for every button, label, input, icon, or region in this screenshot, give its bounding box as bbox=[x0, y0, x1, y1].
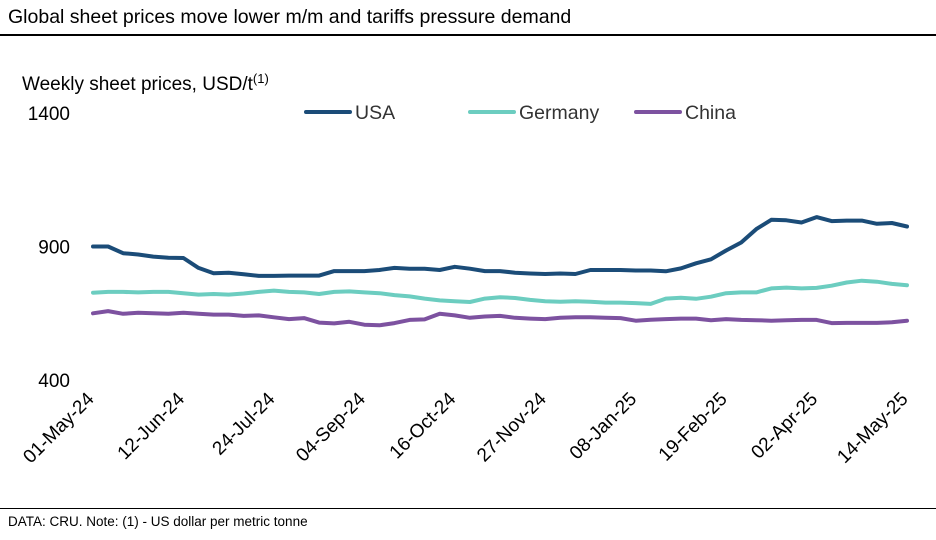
series-line-usa bbox=[91, 215, 909, 278]
series-lines bbox=[91, 215, 909, 328]
legend: USA Germany China bbox=[304, 102, 736, 124]
y-tick-label: 900 bbox=[38, 238, 70, 259]
y-tick-label: 400 bbox=[38, 371, 70, 392]
legend-label-germany: Germany bbox=[519, 102, 599, 124]
footer-divider bbox=[0, 508, 936, 509]
series-line-germany bbox=[91, 278, 909, 306]
series-line-china bbox=[91, 309, 909, 328]
y-axis: 400 900 1400 bbox=[28, 104, 70, 392]
y-axis-label: Weekly sheet prices, USD/t(1) bbox=[22, 71, 269, 95]
x-tick-label: 08-Jan-25 bbox=[566, 389, 641, 464]
x-tick-label: 02-Apr-25 bbox=[747, 389, 822, 464]
y-tick-label: 1400 bbox=[28, 104, 70, 125]
title-divider bbox=[0, 34, 936, 36]
chart-title: Global sheet prices move lower m/m and t… bbox=[8, 6, 572, 28]
legend-label-china: China bbox=[685, 102, 736, 124]
legend-label-usa: USA bbox=[355, 102, 395, 124]
x-tick-label: 19-Feb-25 bbox=[655, 389, 732, 466]
x-tick-label: 12-Jun-24 bbox=[114, 388, 190, 464]
x-tick-label: 24-Jul-24 bbox=[209, 388, 280, 459]
x-axis: 01-May-24 12-Jun-24 24-Jul-24 04-Sep-24 16-O… bbox=[19, 388, 912, 467]
source-note: DATA: CRU. Note: (1) - US dollar per met… bbox=[8, 514, 308, 529]
x-tick-label: 01-May-24 bbox=[19, 388, 98, 467]
x-tick-label: 16-Oct-24 bbox=[386, 388, 461, 463]
x-tick-label: 04-Sep-24 bbox=[292, 388, 370, 466]
x-tick-label: 14-May-25 bbox=[833, 389, 912, 468]
x-tick-label: 27-Nov-24 bbox=[473, 388, 551, 466]
line-chart: Weekly sheet prices, USD/t(1) 400 900 1400… bbox=[19, 71, 912, 468]
